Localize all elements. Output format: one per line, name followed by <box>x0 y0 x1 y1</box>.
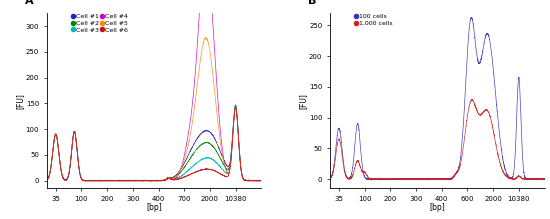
Legend: Cell #1, Cell #2, Cell #3, Cell #4, Cell #5, Cell #6: Cell #1, Cell #2, Cell #3, Cell #4, Cell… <box>72 13 129 33</box>
Y-axis label: [FU]: [FU] <box>299 93 307 109</box>
Text: B: B <box>309 0 317 6</box>
X-axis label: [bp]: [bp] <box>430 203 445 212</box>
Y-axis label: [FU]: [FU] <box>15 93 24 109</box>
X-axis label: [bp]: [bp] <box>146 203 162 212</box>
Legend: 100 cells, 1,000 cells: 100 cells, 1,000 cells <box>355 13 393 26</box>
Text: A: A <box>25 0 34 6</box>
